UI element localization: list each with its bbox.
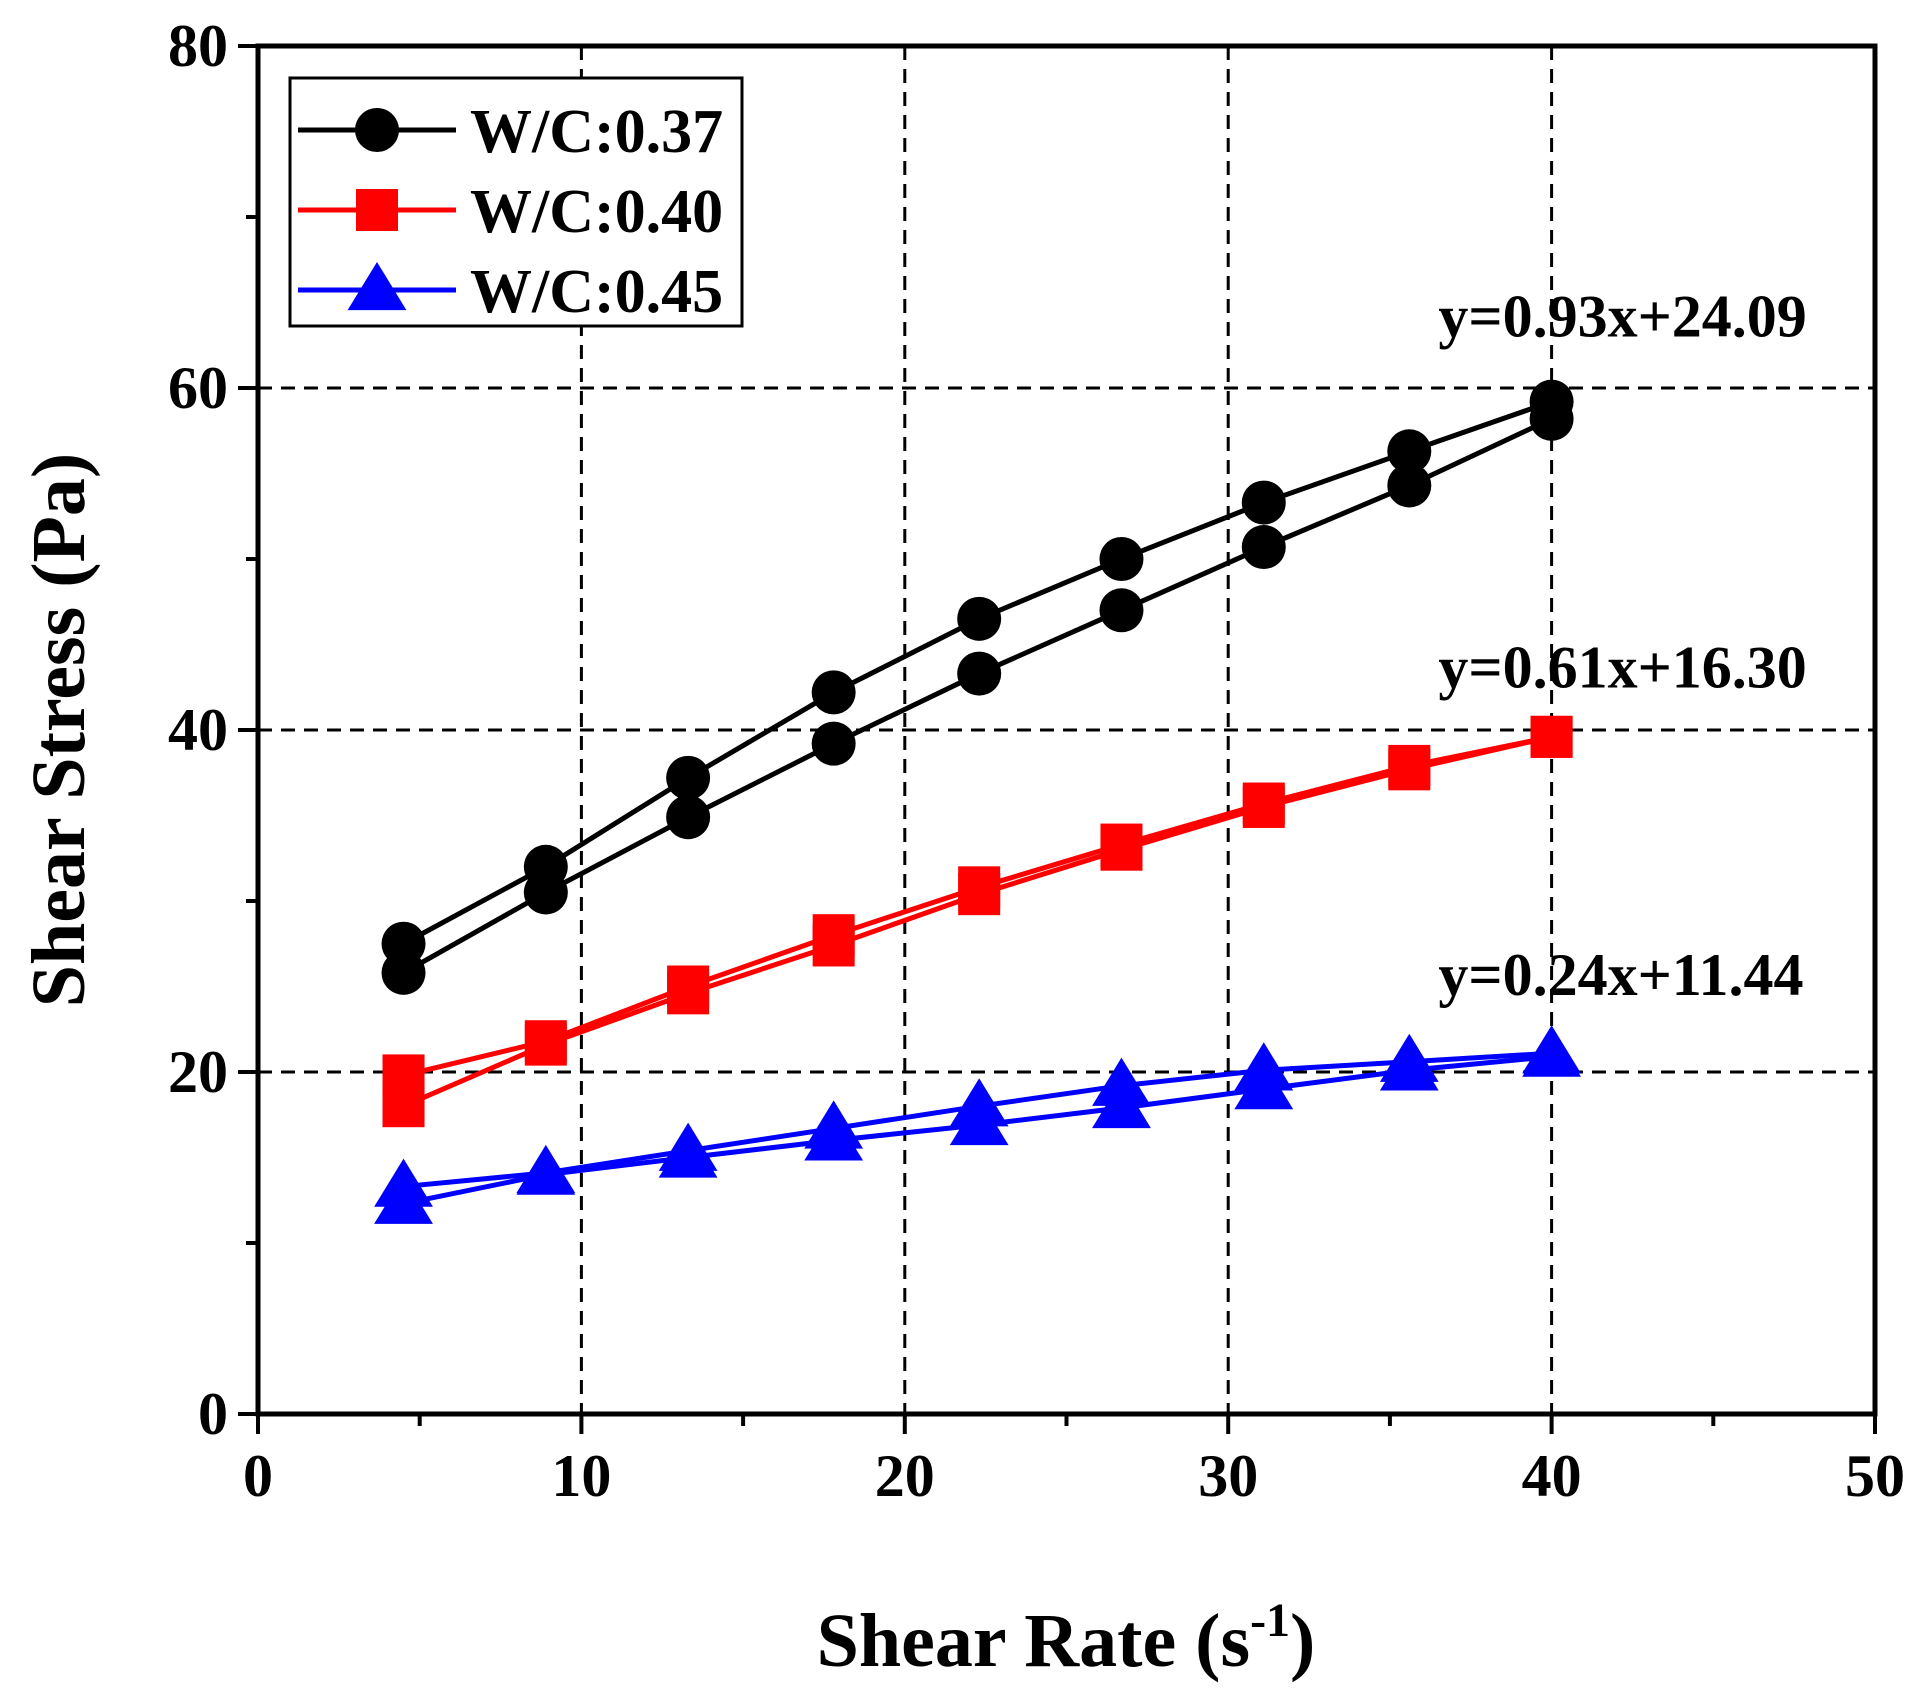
data-point xyxy=(957,651,1002,696)
series-square xyxy=(382,715,1573,1128)
data-point xyxy=(1379,1042,1439,1091)
legend-marker-triangle xyxy=(347,262,407,311)
legend-marker-circle xyxy=(355,108,399,152)
data-point xyxy=(811,670,856,715)
data-point xyxy=(1522,1028,1581,1077)
y-tick-label: 40 xyxy=(168,697,228,763)
data-point xyxy=(1099,588,1144,633)
legend: W/C:0.37 W/C:0.40 W/C:0.45 xyxy=(288,76,744,328)
data-point xyxy=(1530,715,1573,758)
data-point xyxy=(1234,1061,1294,1110)
y-tick-label: 80 xyxy=(168,13,228,79)
x-tick-label: 30 xyxy=(1198,1443,1258,1509)
legend-label: W/C:0.40 xyxy=(470,178,723,246)
y-tick-label: 20 xyxy=(168,1039,228,1105)
data-series xyxy=(374,379,1581,1224)
data-point xyxy=(1242,785,1285,828)
data-point xyxy=(1100,828,1143,871)
x-tick-label: 50 xyxy=(1845,1443,1905,1509)
tick-labels: 0 10 20 30 40 50 0 20 40 60 80 xyxy=(168,13,1905,1509)
data-point xyxy=(374,1175,433,1224)
data-point xyxy=(381,950,426,995)
data-point xyxy=(382,1085,425,1128)
x-tick-label: 0 xyxy=(243,1443,273,1509)
data-point xyxy=(666,755,711,800)
data-point xyxy=(811,721,856,766)
regression-equation: y=0.93x+24.09 xyxy=(1438,284,1806,350)
legend-marker-square xyxy=(356,189,398,231)
regression-equations: y=0.93x+24.09 y=0.61x+16.30 y=0.24x+11.44 xyxy=(1438,284,1806,1008)
x-tick-label: 10 xyxy=(551,1443,611,1509)
data-point xyxy=(1241,525,1286,570)
data-point xyxy=(1241,480,1286,525)
data-point xyxy=(804,1112,864,1161)
series-triangle xyxy=(374,1025,1581,1224)
x-tick-label: 20 xyxy=(875,1443,935,1509)
x-axis-title: Shear Rate (s-1) xyxy=(817,1594,1316,1683)
data-point xyxy=(1529,396,1574,441)
data-point xyxy=(958,873,1001,916)
data-point xyxy=(667,972,710,1015)
data-point xyxy=(516,1146,576,1195)
regression-equation: y=0.24x+11.44 xyxy=(1438,942,1803,1008)
data-point xyxy=(1387,463,1432,508)
series-circle xyxy=(381,379,1574,995)
data-point xyxy=(812,924,855,967)
grid-lines xyxy=(258,46,1875,1414)
y-axis-title: Shear Stress (Pa) xyxy=(17,453,101,1008)
x-tick-label: 40 xyxy=(1522,1443,1582,1509)
data-point xyxy=(1099,537,1144,581)
data-point xyxy=(524,1023,567,1066)
data-point xyxy=(658,1129,718,1178)
data-point xyxy=(957,596,1002,641)
legend-label: W/C:0.37 xyxy=(470,98,723,166)
axis-ticks xyxy=(238,44,1877,1434)
data-point xyxy=(949,1097,1009,1146)
data-point xyxy=(1387,429,1432,474)
x-axis-title-superscript: -1 xyxy=(1250,1594,1290,1647)
data-point xyxy=(1388,748,1431,791)
data-point xyxy=(523,870,568,915)
regression-equation: y=0.61x+16.30 xyxy=(1438,634,1806,700)
legend-label: W/C:0.45 xyxy=(470,258,723,326)
y-tick-label: 0 xyxy=(198,1381,228,1447)
y-tick-label: 60 xyxy=(168,355,228,421)
data-point xyxy=(666,795,711,840)
data-point xyxy=(1092,1079,1151,1129)
